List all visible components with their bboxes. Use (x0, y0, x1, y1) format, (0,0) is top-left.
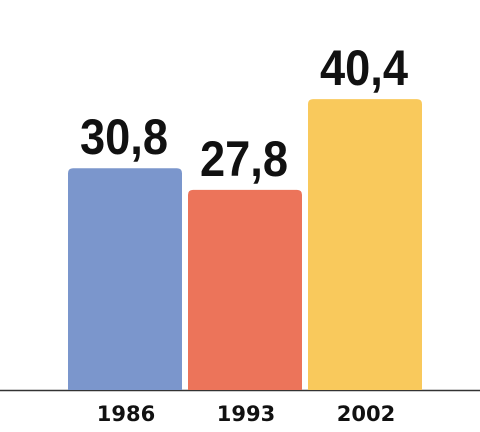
value-label: 27,8 (200, 131, 288, 187)
value-label: 40,4 (320, 40, 408, 96)
bar (188, 189, 302, 390)
bar (68, 168, 182, 390)
value-label: 30,8 (80, 109, 168, 165)
x-tick-label: 1993 (217, 402, 275, 426)
x-tick-label: 1986 (97, 402, 155, 426)
x-tick-label: 2002 (337, 402, 395, 426)
bar (308, 99, 422, 391)
